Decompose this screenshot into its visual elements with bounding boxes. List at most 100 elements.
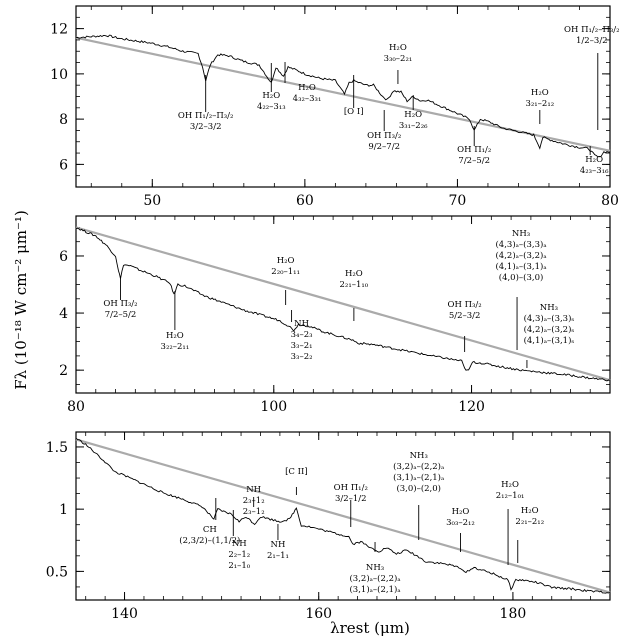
line-annotation: H₂O — [166, 331, 184, 341]
line-annotation: NH₃ — [540, 303, 558, 313]
x-tick-label: 100 — [260, 399, 287, 415]
line-annotation: OH Π₃/₂ — [448, 300, 482, 310]
spectrum-line — [75, 437, 611, 594]
line-annotation: 3₃₀–2₂₁ — [384, 54, 413, 64]
line-annotation: NH₃ — [410, 451, 428, 461]
x-tick-label: 120 — [458, 399, 485, 415]
line-annotation: 7/2–5/2 — [105, 310, 137, 320]
x-tick-label: 60 — [296, 193, 314, 209]
line-annotation: (3,2)ₐ–(2,2)ₐ — [393, 461, 445, 472]
line-annotation: (4,3)ₐ–(3,3)ₛ — [524, 313, 575, 324]
line-annotation: (3,1)ₐ–(2,1)ₐ — [349, 584, 401, 595]
continuum-line — [75, 438, 611, 594]
x-tick-label: 70 — [449, 193, 467, 209]
line-annotation: 9/2–7/2 — [368, 142, 400, 152]
line-annotation: NH — [294, 319, 309, 329]
y-tick-label: 6 — [59, 249, 68, 265]
line-annotation: (4,2)ₐ–(3,2)ₛ — [524, 324, 575, 335]
line-annotation: 2₂₀–1₁₁ — [271, 267, 300, 277]
x-tick-label: 140 — [111, 606, 138, 622]
line-annotation: (3,1)ₐ–(2,1)ₐ — [393, 472, 445, 483]
x-tick-label: 180 — [500, 606, 527, 622]
line-annotation: OH Π₁/₂–Π₃/₂ — [178, 111, 234, 121]
y-axis-label: Fλ (10⁻¹⁸ W cm⁻² μm⁻¹) — [12, 210, 30, 390]
continuum-line — [75, 36, 611, 152]
line-annotation: [O I] — [344, 107, 364, 117]
line-annotation: H₂O — [389, 43, 407, 53]
line-annotation: 1/2–3/2 — [576, 36, 608, 46]
line-annotation: H₂O — [521, 506, 539, 516]
panel-frame — [75, 215, 611, 394]
line-annotation: 3₄–2₃ — [291, 330, 313, 340]
line-annotation: OH Π₁/₂ — [457, 145, 491, 155]
y-tick-label: 2 — [59, 363, 68, 379]
line-annotation: (3,0)–(2,0) — [396, 483, 441, 494]
line-annotation: 2₁₂–1₀₁ — [496, 491, 525, 501]
line-annotation: H₂O — [452, 507, 470, 517]
y-tick-label: 10 — [50, 67, 68, 83]
line-annotation: 3₃–2₂ — [291, 352, 313, 362]
y-tick-label: 0.5 — [46, 564, 68, 580]
line-annotation: 2₁–1₀ — [228, 561, 250, 571]
line-annotation: NH — [232, 539, 247, 549]
line-annotation: OH Π₃/₂ — [367, 131, 401, 141]
line-annotation: CH — [203, 525, 217, 535]
line-annotation: H₂O — [531, 88, 549, 98]
line-annotation: 3₃₁–2₂₆ — [399, 121, 428, 131]
panel-frame — [75, 431, 611, 601]
line-annotation: (4,1)ₐ–(3,1)ₐ — [495, 261, 547, 272]
line-annotation: OH Π₃/₂ — [103, 299, 137, 309]
line-annotation: H₂O — [298, 83, 316, 93]
line-annotation: 3₂₁–2₁₂ — [525, 99, 554, 109]
line-annotation: OH Π₁/₂–Π₃/₂ — [564, 25, 620, 35]
line-annotation: NH₃ — [366, 563, 384, 573]
line-annotation: 2₁–1₁ — [267, 551, 289, 561]
y-tick-label: 4 — [59, 306, 68, 322]
line-annotation: [C II] — [285, 467, 308, 477]
spectrum-line — [75, 227, 611, 382]
x-tick-label: 160 — [305, 606, 332, 622]
line-annotation: (3,2)ₐ–(2,2)ₐ — [349, 573, 401, 584]
line-annotation: 2₃–1₂ — [243, 507, 265, 517]
x-tick-label: 80 — [601, 193, 619, 209]
line-annotation: (2,3/2)–(1,1/2) — [179, 535, 240, 546]
line-annotation: NH₃ — [512, 229, 530, 239]
line-annotation: 3/2–3/2 — [190, 122, 222, 132]
line-annotation: (4,2)ₐ–(3,2)ₐ — [495, 250, 547, 261]
line-annotation: H₂O — [262, 91, 280, 101]
panel-frame — [75, 5, 611, 188]
line-annotation: H₂O — [345, 269, 363, 279]
line-annotation: 5/2–3/2 — [449, 311, 481, 321]
y-tick-label: 1.5 — [46, 440, 68, 456]
line-annotation: 4₂₂–3₁₃ — [257, 102, 286, 112]
y-tick-label: 8 — [59, 112, 68, 128]
line-annotation: (4,0)–(3,0) — [499, 272, 544, 283]
panel-3: 140 160 1800.511.5CH(2,3/2)–(1,1/2)NH2₂–1₂… — [46, 431, 611, 622]
line-annotation: 2₂₁–2₁₂ — [515, 517, 544, 527]
y-tick-label: 1 — [59, 502, 68, 518]
line-annotation: H₂O — [277, 256, 295, 266]
line-annotation: 3₀₃–2₁₂ — [446, 518, 475, 528]
line-annotation: H₂O — [404, 110, 422, 120]
continuum-line — [75, 226, 611, 382]
line-annotation: 3/2–1/2 — [335, 494, 367, 504]
line-annotation: 3₂₂–2₁₁ — [161, 342, 190, 352]
y-tick-label: 12 — [50, 22, 68, 38]
line-annotation: NH — [246, 485, 261, 495]
line-annotation: H₂O — [585, 155, 603, 165]
line-annotation: NH — [271, 540, 286, 550]
y-tick-label: 6 — [59, 157, 68, 173]
line-annotation: 4₃₂–3₃₁ — [293, 94, 322, 104]
line-annotation: (4,3)ₐ–(3,3)ₐ — [495, 239, 547, 250]
line-annotation: 2₃–1₂ — [243, 496, 265, 506]
line-annotation: OH Π₁/₂ — [334, 483, 368, 493]
line-annotation: H₂O — [501, 480, 519, 490]
line-annotation: (4,1)ₐ–(3,1)ₛ — [524, 335, 575, 346]
line-annotation: 7/2–5/2 — [458, 156, 490, 166]
x-axis-label: λrest (μm) — [330, 619, 410, 637]
line-annotation: 2₂₁–1₁₀ — [340, 280, 369, 290]
line-annotation: 3₃–2₁ — [291, 341, 313, 351]
